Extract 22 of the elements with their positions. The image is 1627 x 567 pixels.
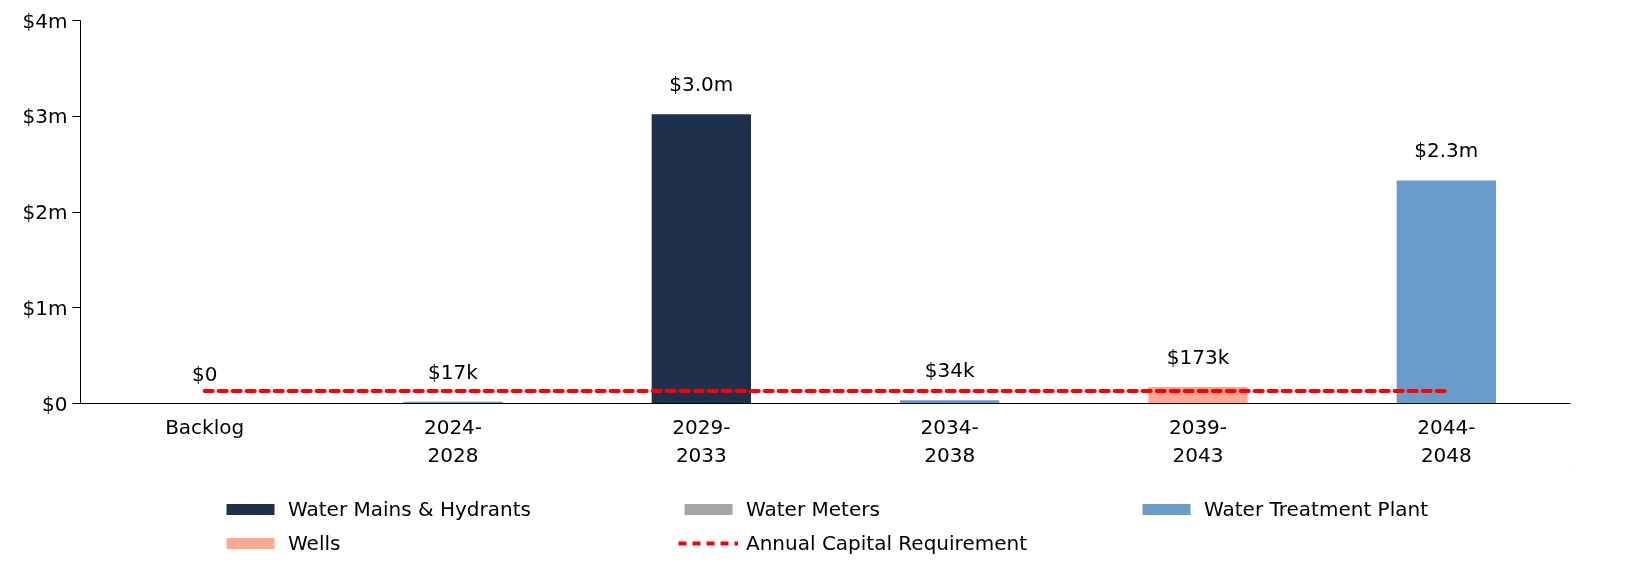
y-tick-label: $0 xyxy=(42,391,68,416)
y-tick-label: $3m xyxy=(22,104,68,129)
total-label: $173k xyxy=(1166,344,1230,369)
x-tick-label: 2029- 2033 xyxy=(672,414,731,468)
legend-label: Annual Capital Requirement xyxy=(746,531,1028,555)
legend-label: Wells xyxy=(288,531,342,555)
legend-label: Water Mains & Hydrants xyxy=(288,497,532,521)
y-tick-label: $4m xyxy=(22,8,68,33)
total-label: $34k xyxy=(924,358,975,383)
y-tick-label: $2m xyxy=(22,200,68,224)
x-tick-label: 2024- 2028 xyxy=(423,414,483,468)
x-tick-label: 2034- 2038 xyxy=(920,414,979,468)
x-tick-label: Backlog xyxy=(165,414,245,439)
legend-label: Water Treatment Plant xyxy=(1204,497,1429,521)
total-label: $3.0m xyxy=(669,72,734,97)
legend-label: Water Meters xyxy=(746,497,881,521)
x-tick-label: 2044- 2048 xyxy=(1417,414,1476,468)
x-tick-label: 2039- 2043 xyxy=(1168,414,1228,468)
y-tick-label: $1m xyxy=(22,295,68,320)
total-label: $17k xyxy=(428,359,479,384)
total-label: $2.3m xyxy=(1414,138,1479,163)
total-label: $0 xyxy=(191,361,218,386)
